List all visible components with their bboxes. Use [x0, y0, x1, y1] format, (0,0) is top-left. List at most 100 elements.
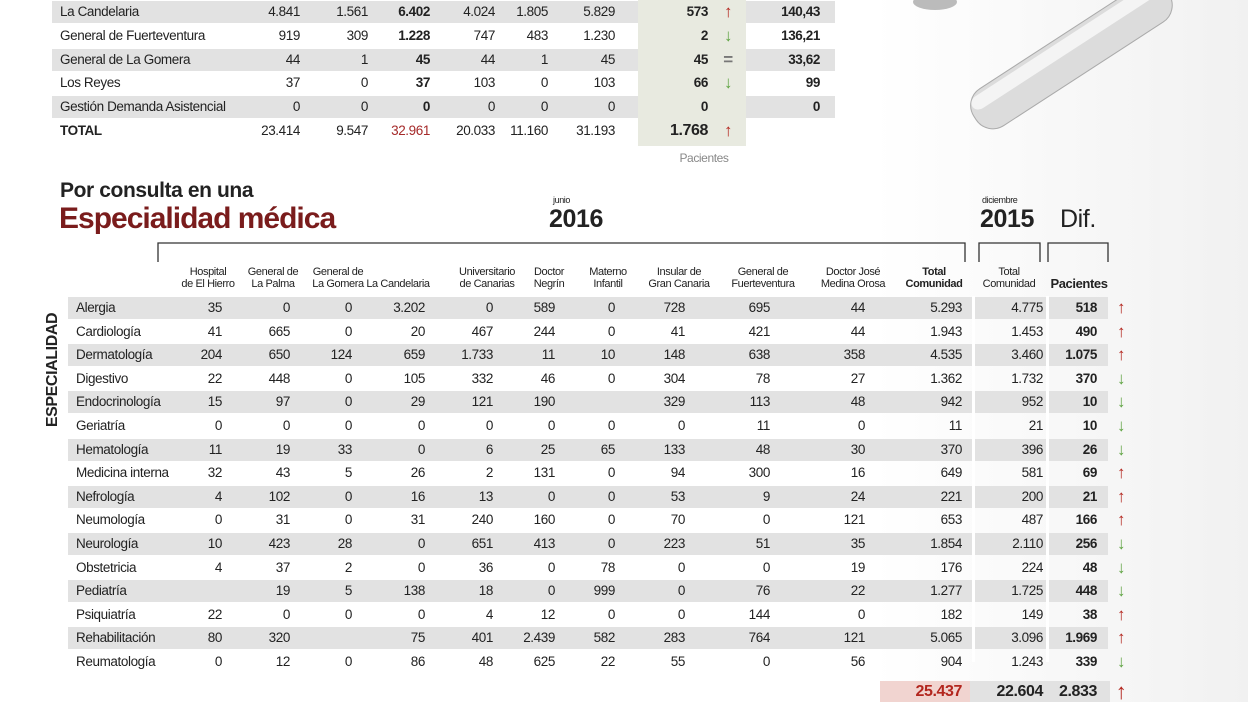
cell: 764 — [748, 630, 771, 646]
total-2015: 3.460 — [1011, 347, 1043, 363]
total-cell: 20.033 — [456, 123, 495, 138]
total-2016-band — [880, 681, 970, 702]
trend-arrow: = — [723, 49, 733, 69]
column-header: Doctor — [534, 266, 564, 278]
patients: 490 — [1075, 323, 1098, 339]
total-2015: 396 — [1021, 441, 1044, 457]
cell: 2 — [485, 465, 494, 481]
total-2015: 487 — [1021, 512, 1044, 528]
cell: 0 — [677, 418, 686, 433]
cell: 78 — [600, 559, 616, 575]
row-band — [52, 1, 638, 23]
row-label: Digestivo — [76, 370, 128, 386]
cell: 300 — [748, 465, 771, 481]
cell: 160 — [533, 512, 556, 528]
cell: 22 — [207, 370, 223, 386]
cell: 0 — [485, 300, 494, 315]
cell: 121 — [843, 512, 866, 528]
cell: 0 — [857, 418, 866, 433]
cell: 51 — [755, 536, 771, 551]
column-header: Medina Orosa — [820, 278, 886, 290]
cell: 467 — [471, 323, 494, 339]
column-header: Comunidad — [982, 278, 1036, 290]
cell: 0 — [344, 488, 353, 504]
cell: 589 — [533, 300, 556, 315]
cell: 94 — [670, 465, 686, 481]
row-label: Psiquiatría — [76, 606, 136, 622]
cell: 942 — [940, 394, 963, 410]
column-header: de Canarias — [459, 278, 515, 290]
cell: 0 — [607, 606, 616, 622]
cell: 97 — [275, 394, 291, 410]
cell: 448 — [268, 370, 291, 386]
column-header: Negrín — [533, 278, 565, 290]
row-band — [68, 438, 1108, 461]
cell: 12 — [540, 606, 556, 622]
column-header: Doctor José — [825, 266, 881, 278]
cell: 18 — [478, 583, 494, 599]
cell: 651 — [471, 536, 494, 551]
cell: 0 — [417, 536, 426, 551]
cell: 5 — [344, 465, 353, 481]
total-2015: 200 — [1021, 488, 1044, 504]
cell: 0 — [214, 654, 223, 669]
cell: 919 — [278, 27, 301, 43]
cell: 45 — [600, 51, 616, 67]
patients: 26 — [1082, 441, 1098, 457]
ratio: 99 — [805, 75, 821, 91]
cell: 41 — [207, 323, 223, 339]
cell: 413 — [533, 536, 556, 551]
total-2015: 4.775 — [1011, 300, 1043, 315]
cell: 421 — [748, 323, 771, 339]
cell: 649 — [940, 465, 963, 481]
row-label: General de La Gomera — [60, 51, 191, 67]
pen-body — [970, 0, 1173, 130]
cell: 1.943 — [930, 323, 962, 339]
bracket-2016 — [157, 242, 966, 262]
cell: 332 — [471, 370, 494, 386]
trend-arrow: ↓ — [1116, 652, 1126, 671]
trend-arrow: ↑ — [1116, 486, 1126, 506]
total-label: TOTAL — [60, 123, 102, 138]
trend-arrow: ↑ — [1116, 604, 1126, 624]
row-band — [68, 344, 1108, 367]
cell: 55 — [670, 654, 686, 669]
cell: 5.293 — [930, 300, 962, 315]
cell: 0 — [417, 441, 426, 457]
cell: 0 — [344, 418, 353, 433]
patients-caption: Pacientes — [679, 151, 729, 165]
cell: 0 — [485, 418, 494, 433]
cell: 35 — [207, 300, 223, 315]
row-label: General de Fuerteventura — [60, 27, 205, 43]
pen-cap — [913, 0, 957, 10]
total-2015: 581 — [1021, 465, 1044, 481]
section-title-line1: Por consulta en una — [60, 179, 254, 202]
row-label: Nefrología — [76, 488, 135, 504]
cell: 11 — [208, 441, 223, 457]
cell: 582 — [593, 630, 616, 646]
cell: 37 — [415, 75, 431, 91]
cell: 30 — [850, 441, 866, 457]
column-header: Fuerteventura — [731, 278, 795, 290]
patients: 38 — [1082, 606, 1098, 622]
ratio: 33,62 — [788, 51, 820, 67]
patients: 0 — [700, 99, 709, 115]
cell: 638 — [748, 347, 771, 363]
cell: 650 — [268, 347, 291, 363]
cell: 86 — [410, 654, 426, 669]
row-label: Neurología — [76, 536, 139, 551]
row-label: Rehabilitación — [76, 630, 156, 646]
trend-arrow: ↑ — [1116, 345, 1126, 365]
cell: 46 — [540, 370, 556, 386]
cell: 0 — [344, 394, 353, 410]
row-band — [68, 391, 1108, 414]
column-header: Gran Canaria — [648, 278, 710, 290]
cell: 0 — [857, 606, 866, 622]
month-2016: junio — [553, 195, 571, 205]
cell: 0 — [677, 559, 686, 575]
cell: 133 — [663, 441, 686, 457]
cell: 113 — [749, 394, 771, 410]
cell: 22 — [600, 654, 616, 669]
total-patients: 2.833 — [1058, 683, 1097, 700]
